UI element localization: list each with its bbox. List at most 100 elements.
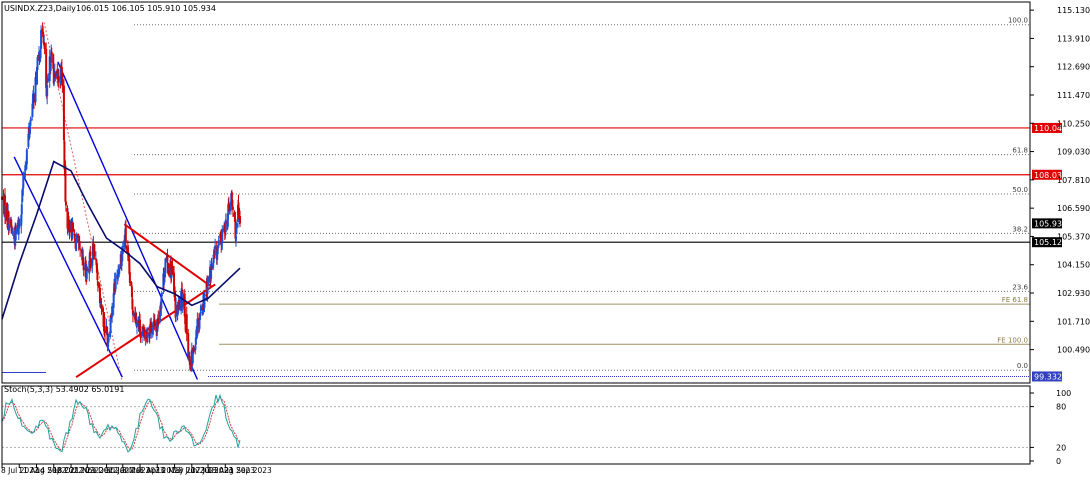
y-tick-label: 110.250	[1057, 119, 1090, 128]
candle-body	[17, 223, 20, 235]
candle-body	[189, 360, 192, 370]
candle-body	[226, 212, 229, 227]
candle-body	[104, 330, 107, 334]
candle-body	[29, 120, 32, 126]
fib-level-label: 38.2	[1012, 225, 1028, 233]
candle-body	[98, 284, 101, 288]
candle-body	[24, 166, 27, 171]
current-price-badge	[1032, 218, 1062, 229]
candle-body	[222, 228, 225, 231]
candle-body	[217, 245, 220, 248]
candle-body	[103, 317, 106, 331]
stoch-tick-label: 100	[1056, 389, 1071, 398]
candle-body	[64, 201, 67, 206]
candle-body	[221, 229, 224, 243]
candle-body	[11, 231, 14, 234]
y-tick-label: 102.930	[1057, 289, 1090, 298]
candle-body	[28, 128, 31, 135]
candle-body	[177, 300, 180, 308]
candle-body	[38, 51, 41, 58]
candle-body	[238, 210, 241, 219]
candle-body	[47, 78, 50, 82]
candle-body	[64, 165, 67, 202]
level-price-label: 105.122	[1034, 238, 1067, 247]
candle-body	[113, 279, 116, 283]
candle-body	[187, 333, 190, 359]
candle-body	[164, 258, 167, 273]
x-tick-label: 10 May 2023	[156, 466, 205, 475]
candle-body	[194, 346, 197, 351]
candle-body	[77, 233, 80, 239]
candle-body	[88, 260, 91, 274]
price-pane-frame	[1, 1, 1031, 384]
x-tick-label: 11 Aug 2022	[18, 466, 66, 475]
candle-body	[60, 65, 63, 69]
candle-body	[171, 265, 174, 275]
candle-body	[184, 315, 187, 325]
candle-body	[70, 220, 73, 237]
candle-body	[50, 51, 53, 55]
stochastic-main-line	[1, 393, 241, 453]
candle-body	[212, 255, 215, 263]
candle-body	[216, 250, 219, 261]
candle-body	[100, 303, 103, 308]
candle-body	[152, 322, 155, 329]
candle-body	[132, 313, 135, 317]
x-tick-label: 3 Mar 2023	[122, 466, 165, 475]
candle-body	[10, 219, 13, 227]
candle-body	[149, 324, 152, 335]
candle-body	[13, 233, 16, 240]
candle-body	[198, 315, 201, 321]
candle-body	[192, 348, 195, 352]
candle-body	[118, 267, 121, 275]
candle-body	[163, 279, 166, 283]
y-tick-label: 113.910	[1057, 34, 1090, 43]
candle-body	[67, 215, 70, 221]
candle-body	[131, 299, 134, 310]
candle-body	[178, 299, 181, 310]
candle-body	[141, 331, 144, 337]
candle-body	[20, 214, 23, 226]
candle-body	[199, 312, 202, 316]
candle-body	[45, 48, 48, 89]
fib-level-label: 50.0	[1012, 186, 1028, 194]
candle-body	[158, 311, 161, 323]
candle-body	[6, 202, 9, 222]
x-tick-label: 18 Aug 2023	[207, 466, 255, 475]
level-price-label: 108.030	[1034, 171, 1067, 180]
candle-body	[75, 235, 78, 243]
candle-body	[32, 94, 35, 103]
candle-body	[4, 205, 7, 220]
candle-body	[85, 279, 88, 282]
candle-body	[183, 293, 186, 317]
candle-body	[130, 282, 133, 287]
candle-body	[15, 230, 18, 235]
candle-body	[116, 274, 119, 279]
candle-body	[95, 265, 98, 273]
candle-body	[210, 265, 213, 270]
candle-body	[187, 357, 190, 361]
candle-body	[151, 328, 154, 335]
candle-body	[177, 307, 180, 314]
candle-body	[60, 67, 63, 77]
x-tick-label: 17 Jul 2023	[191, 466, 234, 475]
candle-body	[43, 43, 46, 50]
x-tick-label: 8 Jul 2022	[1, 466, 39, 475]
x-tick-label: 6 Apr 2023	[139, 466, 181, 475]
candle-body	[53, 71, 56, 74]
candle-body	[72, 223, 75, 232]
candle-body	[150, 322, 153, 333]
candle-body	[18, 225, 21, 227]
candle-body	[128, 272, 131, 283]
candle-body	[75, 240, 78, 251]
candle-body	[180, 291, 183, 311]
candle-body	[14, 225, 17, 232]
candle-body	[153, 320, 156, 326]
candle-body	[131, 310, 134, 316]
candle-body	[50, 52, 53, 63]
candle-body	[62, 85, 65, 141]
current-price-label: 105.934	[1034, 219, 1067, 228]
candle-body	[109, 331, 112, 338]
